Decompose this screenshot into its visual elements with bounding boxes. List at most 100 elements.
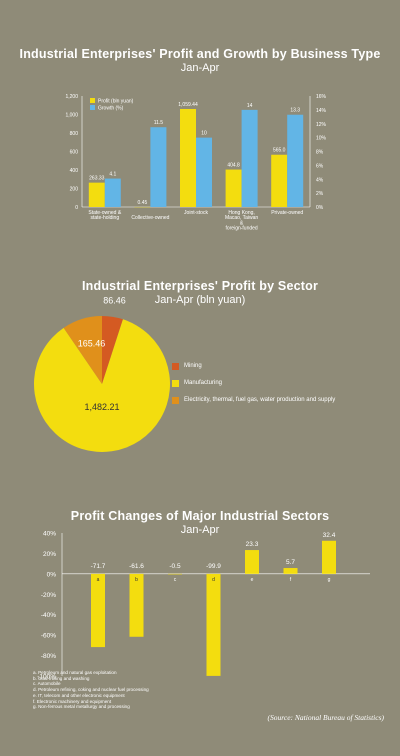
chart2-legend-item: Mining bbox=[172, 362, 335, 370]
chart2-legend-label: Manufacturing bbox=[184, 380, 223, 386]
chart1-profit-bar bbox=[225, 169, 242, 207]
chart3-y-tick: 20% bbox=[43, 551, 56, 558]
chart1-legend-label: Profit (bln yuan) bbox=[98, 99, 134, 105]
note-b: b. Coal mining and washing bbox=[33, 675, 90, 681]
chart1-growth-bar bbox=[150, 127, 167, 207]
chart1-right-tick: 12% bbox=[316, 122, 327, 128]
chart1-title: Industrial Enterprises' Profit and Growt… bbox=[19, 47, 381, 61]
chart2-subtitle: Jan-Apr (bln yuan) bbox=[154, 294, 246, 306]
chart2-legend-swatch bbox=[172, 396, 179, 404]
chart3-subtitle: Jan-Apr bbox=[180, 524, 220, 536]
chart1-subtitle: Jan-Apr bbox=[180, 62, 220, 74]
chart2-slice bbox=[33, 319, 170, 452]
chart1-profit-label: 404.8 bbox=[227, 163, 240, 169]
chart3-title: Profit Changes of Major Industrial Secto… bbox=[70, 509, 330, 523]
chart1-left-tick: 800 bbox=[70, 131, 79, 137]
chart3-category-label: d bbox=[212, 577, 215, 583]
chart3-value-label: 5.7 bbox=[286, 559, 295, 566]
note-g: g. Non-ferrous metal metallurgy and proc… bbox=[33, 704, 130, 710]
chart3-bar bbox=[283, 568, 298, 574]
chart3-value-label: -61.6 bbox=[129, 563, 144, 570]
chart1-growth-bar bbox=[287, 114, 304, 207]
chart1-category-label: State-owned & state-holding bbox=[88, 210, 121, 221]
chart1-right-tick: 6% bbox=[316, 163, 324, 169]
chart3-y-tick: -60% bbox=[41, 633, 56, 640]
chart2-legend-item: Manufacturing bbox=[172, 379, 335, 387]
chart1-left-tick: 400 bbox=[70, 168, 79, 174]
chart3-value-label: -99.9 bbox=[206, 563, 221, 570]
chart3-sector-changes: 40% 20% 0% -20% -40% -60% -80% -100% -71.7 a -61.6… bbox=[37, 531, 370, 681]
chart3-category-label: f bbox=[290, 577, 292, 583]
chart3-bar bbox=[206, 573, 221, 676]
chart1-growth-bar bbox=[196, 137, 212, 207]
chart1-left-tick: 200 bbox=[70, 187, 79, 193]
chart2-legend-swatch bbox=[172, 379, 179, 387]
chart2-slice bbox=[102, 316, 123, 384]
note-e: e. IT, telecom and other electronic equi… bbox=[33, 692, 125, 698]
chart1-legend-label: Growth (%) bbox=[98, 106, 124, 112]
chart3-y-tick: -80% bbox=[41, 653, 56, 660]
chart1-category-label: Collective-owned bbox=[131, 215, 169, 221]
chart3-bar bbox=[245, 550, 259, 574]
chart1-profit-label: 565.0 bbox=[273, 148, 286, 154]
note-d: d. Petroleum refining, coking and nuclea… bbox=[33, 687, 149, 693]
chart1-right-tick: 0% bbox=[316, 205, 324, 211]
chart3-notes: a. Petroleum and natural gas exploitatio… bbox=[33, 670, 149, 710]
chart2-slice-label: 165.46 bbox=[78, 339, 106, 349]
chart1-growth-bar bbox=[104, 178, 121, 207]
chart1-right-tick: 4% bbox=[316, 177, 324, 183]
chart3-y-tick: -100% bbox=[37, 674, 56, 681]
chart3-category-label: a bbox=[97, 577, 100, 583]
chart3-category-label: b bbox=[135, 577, 138, 583]
chart2-slice-label: 86.46 bbox=[103, 295, 126, 305]
chart1-legend-swatch bbox=[90, 105, 95, 110]
note-a: a. Petroleum and natural gas exploitatio… bbox=[33, 670, 117, 675]
chart1-right-tick: 10% bbox=[316, 136, 327, 142]
chart2-slice-label: 1,482.21 bbox=[84, 402, 119, 412]
chart3-y-tick: -20% bbox=[41, 592, 56, 599]
chart2-legend-label: Mining bbox=[184, 363, 202, 369]
chart1-left-tick: 600 bbox=[70, 150, 79, 156]
note-f: f. Electronic machinery and equipment bbox=[33, 698, 112, 704]
source-note: (Source: National Bureau of Statistics) bbox=[267, 713, 384, 722]
chart3-category-label: c bbox=[174, 577, 177, 583]
chart3-y-tick: 0% bbox=[47, 571, 57, 578]
chart1-right-tick: 16% bbox=[316, 94, 327, 100]
chart1-growth-label: 14 bbox=[247, 103, 253, 109]
chart1-growth-label: 10 bbox=[201, 131, 207, 137]
chart1-right-tick: 2% bbox=[316, 191, 324, 197]
chart1-growth-label: 13.3 bbox=[290, 108, 300, 114]
chart2-sector-pie: 86.46 1,482.21 165.46 bbox=[33, 295, 170, 452]
chart3-value-label: 23.3 bbox=[246, 541, 259, 548]
chart2-header: Industrial Enterprises' Profit by Sector… bbox=[0, 279, 400, 306]
chart1-header: Industrial Enterprises' Profit and Growt… bbox=[0, 47, 400, 74]
chart1-profit-bar bbox=[180, 109, 196, 207]
chart1-growth-label: 11.5 bbox=[154, 120, 164, 126]
chart1-category-label: Private-owned bbox=[271, 210, 303, 216]
chart3-value-label: 32.4 bbox=[323, 532, 336, 539]
chart3-value-label: -0.5 bbox=[169, 563, 181, 570]
note-c: c. Automobile bbox=[33, 681, 61, 687]
chart3-y-tick: 40% bbox=[43, 531, 56, 538]
chart3-bar bbox=[168, 573, 182, 575]
chart1-profit-label: 263.33 bbox=[89, 176, 105, 182]
chart2-title: Industrial Enterprises' Profit by Sector bbox=[81, 279, 319, 293]
chart1-left-tick: 1,000 bbox=[65, 113, 78, 119]
chart1-profit-label: 1,059.44 bbox=[178, 102, 198, 108]
chart1-growth-label: 4.1 bbox=[109, 172, 116, 178]
chart1-profit-bar bbox=[271, 154, 288, 207]
chart2-legend-label: Electricity, thermal, fuel gas, water pr… bbox=[184, 397, 336, 403]
chart2-legend-item: Electricity, thermal, fuel gas, water pr… bbox=[172, 396, 335, 404]
chart3-category-label: e bbox=[251, 577, 254, 583]
chart2-legend: Mining Manufacturing Electricity, thermal,… bbox=[172, 362, 335, 413]
chart1-left-tick: 0 bbox=[75, 205, 78, 211]
chart3-bar bbox=[129, 573, 144, 637]
chart1-right-tick: 14% bbox=[316, 108, 327, 114]
chart1-category-label: Hong Kong, Macao, Taiwan & foreign-funded bbox=[225, 210, 258, 232]
chart1-growth-bar bbox=[241, 109, 258, 207]
chart3-bar bbox=[322, 540, 336, 574]
chart3-y-tick: -40% bbox=[41, 612, 56, 619]
chart3-category-label: g bbox=[328, 577, 331, 583]
chart1-category-label: Joint-stock bbox=[184, 210, 208, 216]
chart3-header: Profit Changes of Major Industrial Secto… bbox=[0, 509, 400, 536]
